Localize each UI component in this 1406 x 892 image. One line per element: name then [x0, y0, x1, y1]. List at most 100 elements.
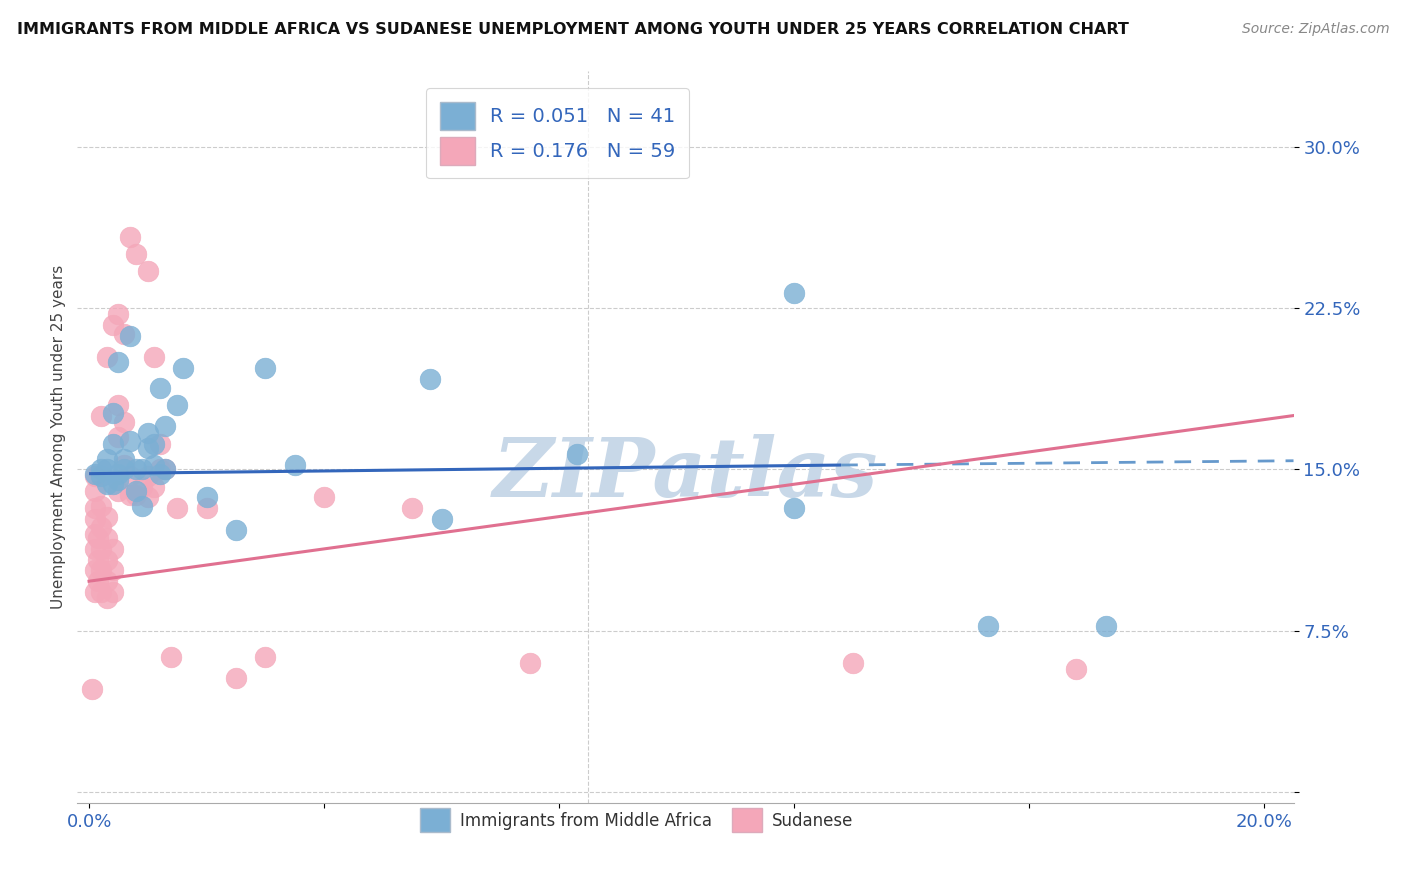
- Point: [96, 531, 118, 545]
- Point: [120, 488, 142, 502]
- Text: Source: ZipAtlas.com: Source: ZipAtlas.com: [1241, 22, 1389, 37]
- Point: [90, 462, 112, 476]
- Point: [166, 501, 188, 516]
- Point: [84, 483, 107, 498]
- Point: [84, 564, 107, 578]
- Point: [120, 468, 142, 483]
- Point: [142, 479, 165, 493]
- Text: IMMIGRANTS FROM MIDDLE AFRICA VS SUDANESE UNEMPLOYMENT AMONG YOUTH UNDER 25 YEAR: IMMIGRANTS FROM MIDDLE AFRICA VS SUDANES…: [17, 22, 1129, 37]
- Point: [112, 458, 135, 472]
- Point: [142, 351, 165, 365]
- Point: [101, 318, 124, 333]
- Point: [842, 656, 865, 670]
- Point: [136, 264, 159, 278]
- Point: [107, 308, 129, 322]
- Point: [96, 574, 118, 589]
- Point: [977, 619, 1000, 633]
- Point: [142, 436, 165, 450]
- Point: [107, 467, 129, 481]
- Point: [149, 467, 172, 481]
- Point: [284, 458, 307, 472]
- Point: [120, 434, 142, 449]
- Point: [254, 649, 277, 664]
- Point: [155, 462, 177, 476]
- Point: [96, 462, 118, 476]
- Point: [84, 527, 107, 541]
- Point: [84, 512, 107, 526]
- Point: [125, 462, 148, 476]
- Point: [131, 499, 153, 513]
- Point: [131, 479, 153, 493]
- Point: [160, 649, 183, 664]
- Point: [172, 361, 194, 376]
- Point: [96, 477, 118, 491]
- Point: [195, 501, 218, 516]
- Point: [101, 541, 124, 556]
- Point: [136, 491, 159, 505]
- Point: [80, 681, 103, 696]
- Point: [107, 430, 129, 444]
- Point: [90, 585, 112, 599]
- Point: [155, 462, 177, 476]
- Point: [155, 419, 177, 434]
- Point: [90, 564, 112, 578]
- Point: [101, 585, 124, 599]
- Point: [96, 591, 118, 606]
- Point: [1094, 619, 1116, 633]
- Point: [107, 355, 129, 369]
- Point: [84, 585, 107, 599]
- Point: [565, 447, 588, 461]
- Point: [519, 656, 541, 670]
- Point: [783, 285, 806, 300]
- Point: [136, 441, 159, 455]
- Point: [84, 541, 107, 556]
- Point: [101, 436, 124, 450]
- Point: [136, 468, 159, 483]
- Point: [96, 451, 118, 466]
- Text: ZIPatlas: ZIPatlas: [492, 434, 879, 514]
- Point: [90, 468, 112, 483]
- Point: [149, 381, 172, 395]
- Point: [96, 509, 118, 524]
- Point: [125, 488, 148, 502]
- Y-axis label: Unemployment Among Youth under 25 years: Unemployment Among Youth under 25 years: [51, 265, 66, 609]
- Point: [87, 552, 110, 566]
- Point: [195, 491, 218, 505]
- Point: [84, 467, 107, 481]
- Point: [112, 451, 135, 466]
- Point: [783, 501, 806, 516]
- Point: [90, 541, 112, 556]
- Point: [112, 462, 135, 476]
- Point: [125, 247, 148, 261]
- Point: [136, 425, 159, 440]
- Point: [96, 552, 118, 566]
- Point: [84, 468, 107, 483]
- Point: [149, 462, 172, 476]
- Point: [314, 491, 336, 505]
- Point: [112, 415, 135, 429]
- Point: [101, 477, 124, 491]
- Point: [225, 671, 247, 685]
- Point: [107, 483, 129, 498]
- Point: [125, 483, 148, 498]
- Point: [166, 398, 188, 412]
- Point: [131, 462, 153, 476]
- Point: [149, 436, 172, 450]
- Legend: Immigrants from Middle Africa, Sudanese: Immigrants from Middle Africa, Sudanese: [411, 798, 863, 842]
- Point: [107, 473, 129, 487]
- Point: [101, 564, 124, 578]
- Point: [430, 512, 453, 526]
- Point: [87, 574, 110, 589]
- Point: [87, 531, 110, 545]
- Point: [101, 406, 124, 420]
- Point: [96, 351, 118, 365]
- Point: [401, 501, 423, 516]
- Point: [1064, 662, 1087, 676]
- Point: [142, 458, 165, 472]
- Point: [107, 398, 129, 412]
- Point: [254, 361, 277, 376]
- Point: [90, 409, 112, 423]
- Point: [90, 499, 112, 513]
- Point: [84, 501, 107, 516]
- Point: [225, 523, 247, 537]
